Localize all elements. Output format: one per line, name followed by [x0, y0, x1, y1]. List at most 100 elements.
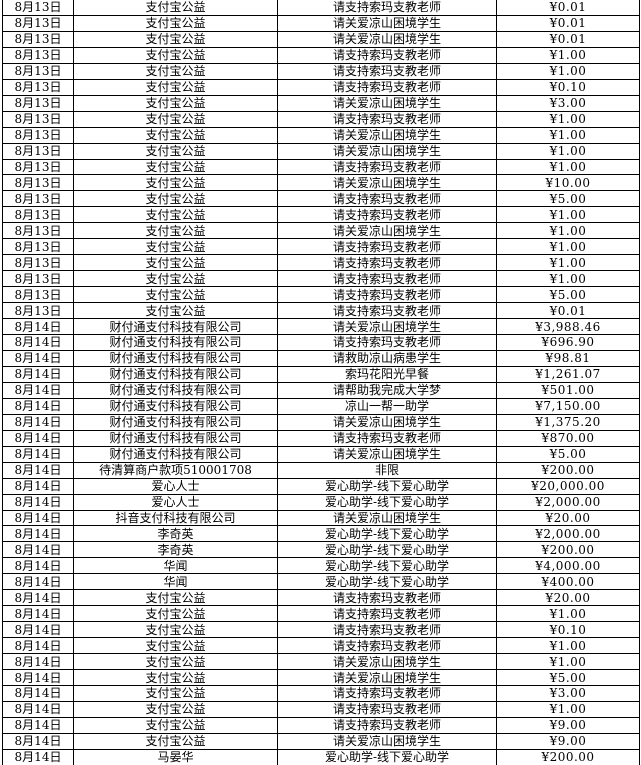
table-row: 8月13日 支付宝公益 请关爱凉山困境学生 ¥1.00: [2, 126, 640, 144]
purpose-cell: 请支持索玛支教老师: [277, 716, 497, 734]
table-row: 8月14日 支付宝公益 请支持索玛支教老师 ¥1.00: [2, 637, 640, 655]
table-row: 8月14日 支付宝公益 请支持索玛支教老师 ¥1.00: [2, 700, 640, 718]
purpose-cell: 请关爱凉山困境学生: [277, 445, 497, 463]
date-cell: 8月14日: [2, 365, 74, 383]
date-cell: 8月13日: [2, 62, 74, 80]
amount-cell: ¥9.00: [496, 732, 640, 750]
payer-cell: 财付通支付科技有限公司: [73, 397, 278, 415]
payer-cell: 支付宝公益: [73, 302, 278, 320]
payer-cell: 李奇英: [73, 541, 278, 559]
date-cell: 8月14日: [2, 700, 74, 718]
table-row: 8月13日 支付宝公益 请关爱凉山困境学生 ¥3.00: [2, 94, 640, 112]
payer-cell: 马晏华: [73, 748, 278, 765]
table-row: 8月13日 支付宝公益 请支持索玛支教老师 ¥1.00: [2, 110, 640, 128]
table-row: 8月13日 支付宝公益 请关爱凉山困境学生 ¥1.00: [2, 222, 640, 240]
table-row: 8月14日 财付通支付科技有限公司 请救助凉山病患学生 ¥98.81: [2, 349, 640, 367]
table-row: 8月13日 支付宝公益 请支持索玛支教老师 ¥1.00: [2, 206, 640, 224]
payer-cell: 支付宝公益: [73, 0, 278, 16]
purpose-cell: 请关爱凉山困境学生: [277, 30, 497, 48]
amount-cell: ¥200.00: [496, 461, 640, 479]
payer-cell: 支付宝公益: [73, 684, 278, 702]
table-row: 8月14日 支付宝公益 请关爱凉山困境学生 ¥1.00: [2, 653, 640, 671]
purpose-cell: 请支持索玛支教老师: [277, 589, 497, 607]
payer-cell: 财付通支付科技有限公司: [73, 445, 278, 463]
payer-cell: 支付宝公益: [73, 142, 278, 160]
date-cell: 8月13日: [2, 14, 74, 32]
purpose-cell: 请支持索玛支教老师: [277, 78, 497, 96]
amount-cell: ¥3.00: [496, 94, 640, 112]
date-cell: 8月13日: [2, 126, 74, 144]
amount-cell: ¥1,375.20: [496, 413, 640, 431]
payer-cell: 支付宝公益: [73, 30, 278, 48]
date-cell: 8月13日: [2, 254, 74, 272]
payer-cell: 爱心人士: [73, 477, 278, 495]
date-cell: 8月14日: [2, 573, 74, 591]
payer-cell: 支付宝公益: [73, 653, 278, 671]
amount-cell: ¥20.00: [496, 589, 640, 607]
date-cell: 8月14日: [2, 684, 74, 702]
date-cell: 8月14日: [2, 637, 74, 655]
purpose-cell: 请支持索玛支教老师: [277, 190, 497, 208]
amount-cell: ¥2,000.00: [496, 493, 640, 511]
payer-cell: 支付宝公益: [73, 589, 278, 607]
amount-cell: ¥0.01: [496, 0, 640, 16]
table-row: 8月14日 华闻 爱心助学-线下爱心助学 ¥4,000.00: [2, 557, 640, 575]
payer-cell: 财付通支付科技有限公司: [73, 365, 278, 383]
date-cell: 8月14日: [2, 669, 74, 686]
payer-cell: 支付宝公益: [73, 62, 278, 80]
amount-cell: ¥7,150.00: [496, 397, 640, 415]
purpose-cell: 请支持索玛支教老师: [277, 334, 497, 351]
payer-cell: 支付宝公益: [73, 126, 278, 144]
date-cell: 8月13日: [2, 238, 74, 256]
purpose-cell: 请关爱凉山困境学生: [277, 222, 497, 240]
table-row: 8月14日 爱心人士 爱心助学-线下爱心助学 ¥2,000.00: [2, 493, 640, 511]
payer-cell: 支付宝公益: [73, 158, 278, 176]
purpose-cell: 爱心助学-线下爱心助学: [277, 477, 497, 495]
table-row: 8月14日 支付宝公益 请关爱凉山困境学生 ¥5.00: [2, 669, 640, 686]
table-row: 8月14日 华闻 爱心助学-线下爱心助学 ¥400.00: [2, 573, 640, 591]
date-cell: 8月14日: [2, 461, 74, 479]
date-cell: 8月13日: [2, 222, 74, 240]
date-cell: 8月14日: [2, 429, 74, 447]
date-cell: 8月14日: [2, 477, 74, 495]
amount-cell: ¥1,261.07: [496, 365, 640, 383]
table-row: 8月14日 抖音支付科技有限公司 请关爱凉山困境学生 ¥20.00: [2, 509, 640, 527]
purpose-cell: 爱心助学-线下爱心助学: [277, 557, 497, 575]
date-cell: 8月13日: [2, 206, 74, 224]
date-cell: 8月14日: [2, 381, 74, 399]
payer-cell: 支付宝公益: [73, 206, 278, 224]
purpose-cell: 请支持索玛支教老师: [277, 270, 497, 288]
payer-cell: 支付宝公益: [73, 270, 278, 288]
date-cell: 8月13日: [2, 142, 74, 160]
purpose-cell: 请支持索玛支教老师: [277, 621, 497, 639]
amount-cell: ¥5.00: [496, 445, 640, 463]
purpose-cell: 请关爱凉山困境学生: [277, 174, 497, 192]
amount-cell: ¥0.10: [496, 78, 640, 96]
amount-cell: ¥5.00: [496, 669, 640, 686]
amount-cell: ¥3,988.46: [496, 318, 640, 336]
amount-cell: ¥501.00: [496, 381, 640, 399]
date-cell: 8月14日: [2, 397, 74, 415]
date-cell: 8月14日: [2, 318, 74, 336]
payer-cell: 支付宝公益: [73, 190, 278, 208]
purpose-cell: 爱心助学-线下爱心助学: [277, 573, 497, 591]
payer-cell: 支付宝公益: [73, 78, 278, 96]
amount-cell: ¥200.00: [496, 748, 640, 765]
payer-cell: 支付宝公益: [73, 621, 278, 639]
amount-cell: ¥1.00: [496, 254, 640, 272]
purpose-cell: 请支持索玛支教老师: [277, 158, 497, 176]
table-row: 8月14日 支付宝公益 请支持索玛支教老师 ¥9.00: [2, 716, 640, 734]
amount-cell: ¥1.00: [496, 46, 640, 64]
table-row: 8月14日 财付通支付科技有限公司 请关爱凉山困境学生 ¥3,988.46: [2, 318, 640, 336]
date-cell: 8月13日: [2, 0, 74, 16]
amount-cell: ¥1.00: [496, 206, 640, 224]
table-row: 8月14日 财付通支付科技有限公司 索玛花阳光早餐 ¥1,261.07: [2, 365, 640, 383]
date-cell: 8月13日: [2, 46, 74, 64]
table-row: 8月13日 支付宝公益 请关爱凉山困境学生 ¥1.00: [2, 142, 640, 160]
purpose-cell: 请关爱凉山困境学生: [277, 142, 497, 160]
payer-cell: 财付通支付科技有限公司: [73, 349, 278, 367]
amount-cell: ¥98.81: [496, 349, 640, 367]
table-row: 8月13日 支付宝公益 请关爱凉山困境学生 ¥0.01: [2, 14, 640, 32]
purpose-cell: 请支持索玛支教老师: [277, 254, 497, 272]
